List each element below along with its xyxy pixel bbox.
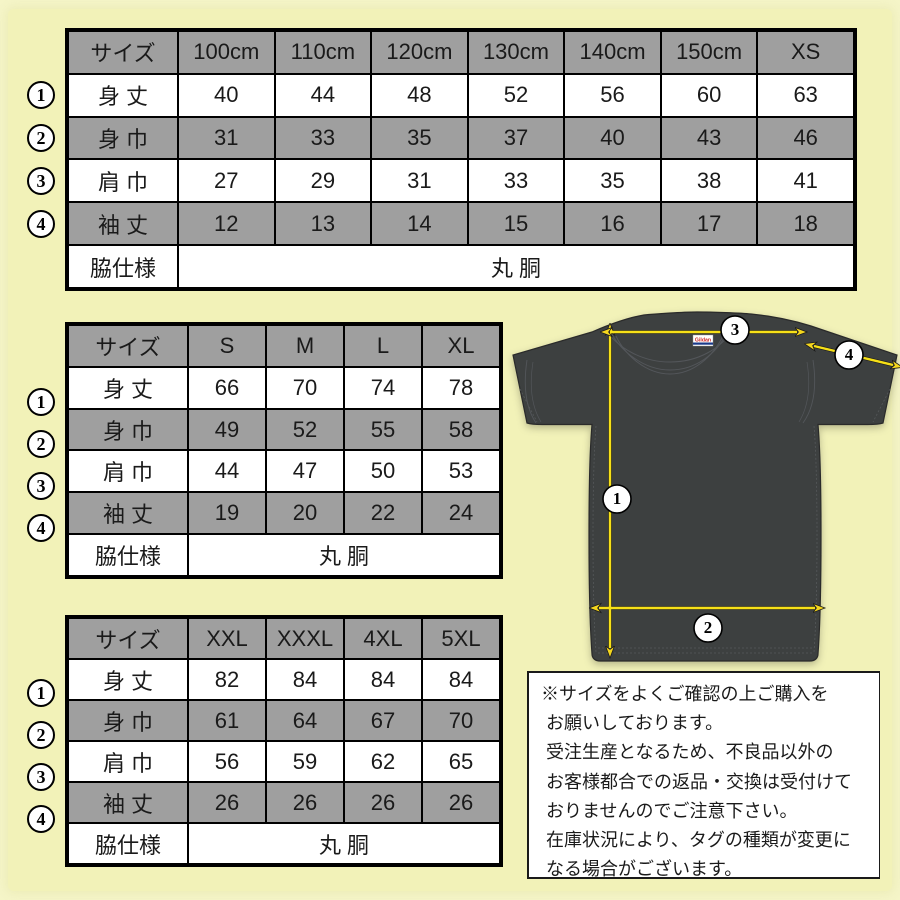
svg-text:1: 1 [613,489,622,508]
svg-text:4: 4 [845,345,854,364]
svg-text:3: 3 [731,320,740,339]
svg-text:2: 2 [704,618,713,637]
